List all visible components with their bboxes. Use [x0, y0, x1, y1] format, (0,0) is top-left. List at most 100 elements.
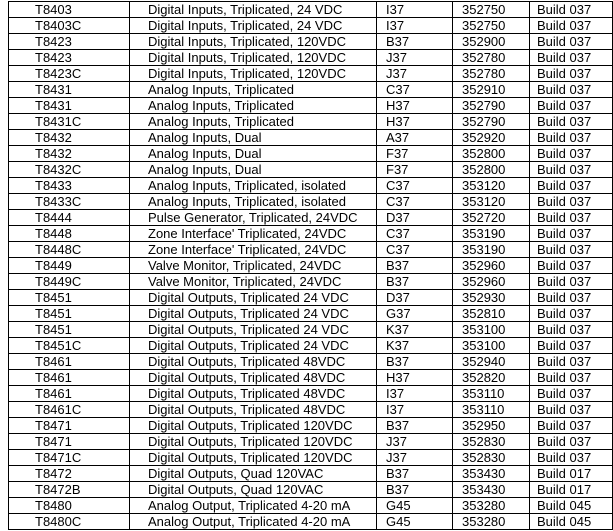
module-model-cell: T8423: [8, 49, 130, 66]
revision-cell: B37: [376, 33, 453, 50]
module-description-cell: Analog Inputs, Triplicated: [129, 97, 377, 114]
module-model-cell: T8451: [8, 305, 130, 322]
build-cell: Build 037: [529, 273, 613, 290]
table-row: T8432 Analog Inputs, Dual F37 352800 Build 0…: [8, 145, 613, 162]
revision-cell: C37: [376, 81, 453, 98]
module-description-cell: Digital Outputs, Triplicated 24 VDC: [129, 289, 377, 306]
table-row: T8461 Digital Outputs, Triplicated 48VDC H…: [8, 369, 613, 386]
module-description-cell: Analog Output, Triplicated 4-20 mA: [129, 513, 377, 530]
build-cell: Build 037: [529, 177, 613, 194]
part-number-cell: 352940: [452, 353, 530, 370]
module-description-cell: Digital Outputs, Triplicated 24 VDC: [129, 337, 377, 354]
part-number-cell: 353190: [452, 225, 530, 242]
revision-cell: I37: [376, 385, 453, 402]
build-cell: Build 037: [529, 193, 613, 210]
build-cell: Build 037: [529, 417, 613, 434]
build-cell: Build 017: [529, 481, 613, 498]
part-number-cell: 352930: [452, 289, 530, 306]
build-cell: Build 037: [529, 401, 613, 418]
part-number-cell: 353100: [452, 321, 530, 338]
build-cell: Build 037: [529, 369, 613, 386]
module-description-cell: Digital Inputs, Triplicated, 24 VDC: [129, 17, 377, 34]
module-model-cell: T8403: [8, 1, 130, 18]
revision-cell: B37: [376, 273, 453, 290]
revision-cell: B37: [376, 465, 453, 482]
module-description-cell: Analog Inputs, Triplicated, isolated: [129, 193, 377, 210]
module-model-cell: T8471: [8, 433, 130, 450]
table-row: T8461 Digital Outputs, Triplicated 48VDC B…: [8, 353, 613, 370]
part-number-cell: 352720: [452, 209, 530, 226]
revision-cell: A37: [376, 129, 453, 146]
module-model-cell: T8472B: [8, 481, 130, 498]
build-cell: Build 037: [529, 1, 613, 18]
module-model-cell: T8431: [8, 97, 130, 114]
module-table: T8403 Digital Inputs, Triplicated, 24 VDC…: [8, 1, 613, 530]
build-cell: Build 037: [529, 289, 613, 306]
part-number-cell: 352800: [452, 145, 530, 162]
build-cell: Build 037: [529, 209, 613, 226]
module-model-cell: T8403C: [8, 17, 130, 34]
module-description-cell: Analog Inputs, Dual: [129, 161, 377, 178]
module-description-cell: Pulse Generator, Triplicated, 24VDC: [129, 209, 377, 226]
module-description-cell: Digital Outputs, Triplicated 48VDC: [129, 401, 377, 418]
part-number-cell: 352950: [452, 417, 530, 434]
build-cell: Build 037: [529, 433, 613, 450]
revision-cell: B37: [376, 257, 453, 274]
module-description-cell: Digital Outputs, Triplicated 48VDC: [129, 353, 377, 370]
module-model-cell: T8431C: [8, 113, 130, 130]
module-description-cell: Digital Inputs, Triplicated, 120VDC: [129, 33, 377, 50]
revision-cell: K37: [376, 321, 453, 338]
part-number-cell: 353110: [452, 385, 530, 402]
table-row: T8444 Pulse Generator, Triplicated, 24VDC…: [8, 209, 613, 226]
revision-cell: J37: [376, 65, 453, 82]
part-number-cell: 352790: [452, 113, 530, 130]
table-row: T8433C Analog Inputs, Triplicated, isolat…: [8, 193, 613, 210]
build-cell: Build 037: [529, 113, 613, 130]
table-row: T8433 Analog Inputs, Triplicated, isolate…: [8, 177, 613, 194]
part-number-cell: 353120: [452, 193, 530, 210]
module-model-cell: T8423: [8, 33, 130, 50]
part-number-cell: 352800: [452, 161, 530, 178]
module-description-cell: Digital Outputs, Quad 120VAC: [129, 465, 377, 482]
module-model-cell: T8472: [8, 465, 130, 482]
revision-cell: J37: [376, 49, 453, 66]
build-cell: Build 037: [529, 17, 613, 34]
part-number-cell: 352960: [452, 257, 530, 274]
module-model-cell: T8461C: [8, 401, 130, 418]
part-number-cell: 352810: [452, 305, 530, 322]
module-model-cell: T8471C: [8, 449, 130, 466]
part-number-cell: 353280: [452, 513, 530, 530]
part-number-cell: 352790: [452, 97, 530, 114]
table-row: T8432C Analog Inputs, Dual F37 352800 Build …: [8, 161, 613, 178]
build-cell: Build 037: [529, 257, 613, 274]
module-table-body: T8403 Digital Inputs, Triplicated, 24 VDC…: [8, 1, 613, 530]
revision-cell: H37: [376, 369, 453, 386]
table-row: T8461C Digital Outputs, Triplicated 48VDC…: [8, 401, 613, 418]
part-number-cell: 352960: [452, 273, 530, 290]
module-description-cell: Digital Inputs, Triplicated, 24 VDC: [129, 1, 377, 18]
revision-cell: B37: [376, 481, 453, 498]
build-cell: Build 037: [529, 353, 613, 370]
build-cell: Build 037: [529, 145, 613, 162]
build-cell: Build 037: [529, 449, 613, 466]
revision-cell: D37: [376, 289, 453, 306]
part-number-cell: 353280: [452, 497, 530, 514]
module-description-cell: Digital Outputs, Triplicated 48VDC: [129, 385, 377, 402]
module-model-cell: T8449: [8, 257, 130, 274]
part-number-cell: 353120: [452, 177, 530, 194]
module-model-cell: T8461: [8, 385, 130, 402]
module-model-cell: T8451: [8, 321, 130, 338]
part-number-cell: 352780: [452, 49, 530, 66]
revision-cell: H37: [376, 97, 453, 114]
revision-cell: G45: [376, 497, 453, 514]
module-model-cell: T8433: [8, 177, 130, 194]
table-row: T8451 Digital Outputs, Triplicated 24 VDC…: [8, 289, 613, 306]
revision-cell: C37: [376, 193, 453, 210]
build-cell: Build 037: [529, 161, 613, 178]
module-model-cell: T8433C: [8, 193, 130, 210]
table-row: T8451 Digital Outputs, Triplicated 24 VDC…: [8, 321, 613, 338]
build-cell: Build 037: [529, 81, 613, 98]
module-description-cell: Analog Inputs, Dual: [129, 145, 377, 162]
module-model-cell: T8461: [8, 369, 130, 386]
revision-cell: F37: [376, 161, 453, 178]
